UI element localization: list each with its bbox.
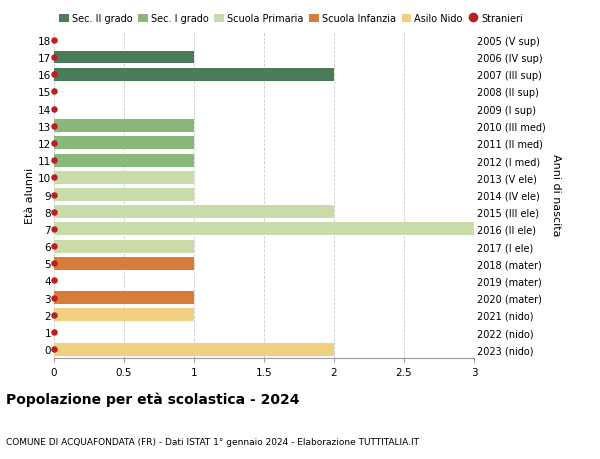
Bar [54, 223, 474, 236]
Bar [54, 51, 194, 64]
Point [49, 37, 59, 45]
Point [49, 106, 59, 113]
Point [49, 294, 59, 302]
Point [49, 277, 59, 285]
Bar [54, 137, 194, 150]
Point [49, 329, 59, 336]
Point [49, 346, 59, 353]
Bar [54, 257, 194, 270]
Point [49, 140, 59, 147]
Point [49, 226, 59, 233]
Point [49, 312, 59, 319]
Bar [54, 120, 194, 133]
Bar [54, 343, 334, 356]
Point [49, 174, 59, 182]
Point [49, 191, 59, 199]
Bar [54, 68, 334, 81]
Y-axis label: Età alunni: Età alunni [25, 167, 35, 223]
Legend: Sec. II grado, Sec. I grado, Scuola Primaria, Scuola Infanzia, Asilo Nido, Stran: Sec. II grado, Sec. I grado, Scuola Prim… [59, 14, 523, 24]
Bar [54, 309, 194, 322]
Point [49, 243, 59, 250]
Bar [54, 154, 194, 167]
Bar [54, 172, 194, 185]
Text: Popolazione per età scolastica - 2024: Popolazione per età scolastica - 2024 [6, 392, 299, 406]
Point [49, 89, 59, 96]
Point [49, 54, 59, 62]
Bar [54, 240, 194, 253]
Point [49, 71, 59, 78]
Bar [54, 291, 194, 304]
Point [49, 208, 59, 216]
Point [49, 260, 59, 267]
Text: COMUNE DI ACQUAFONDATA (FR) - Dati ISTAT 1° gennaio 2024 - Elaborazione TUTTITAL: COMUNE DI ACQUAFONDATA (FR) - Dati ISTAT… [6, 437, 419, 446]
Y-axis label: Anni di nascita: Anni di nascita [551, 154, 561, 236]
Point [49, 157, 59, 164]
Bar [54, 206, 334, 218]
Bar [54, 189, 194, 202]
Point [49, 123, 59, 130]
